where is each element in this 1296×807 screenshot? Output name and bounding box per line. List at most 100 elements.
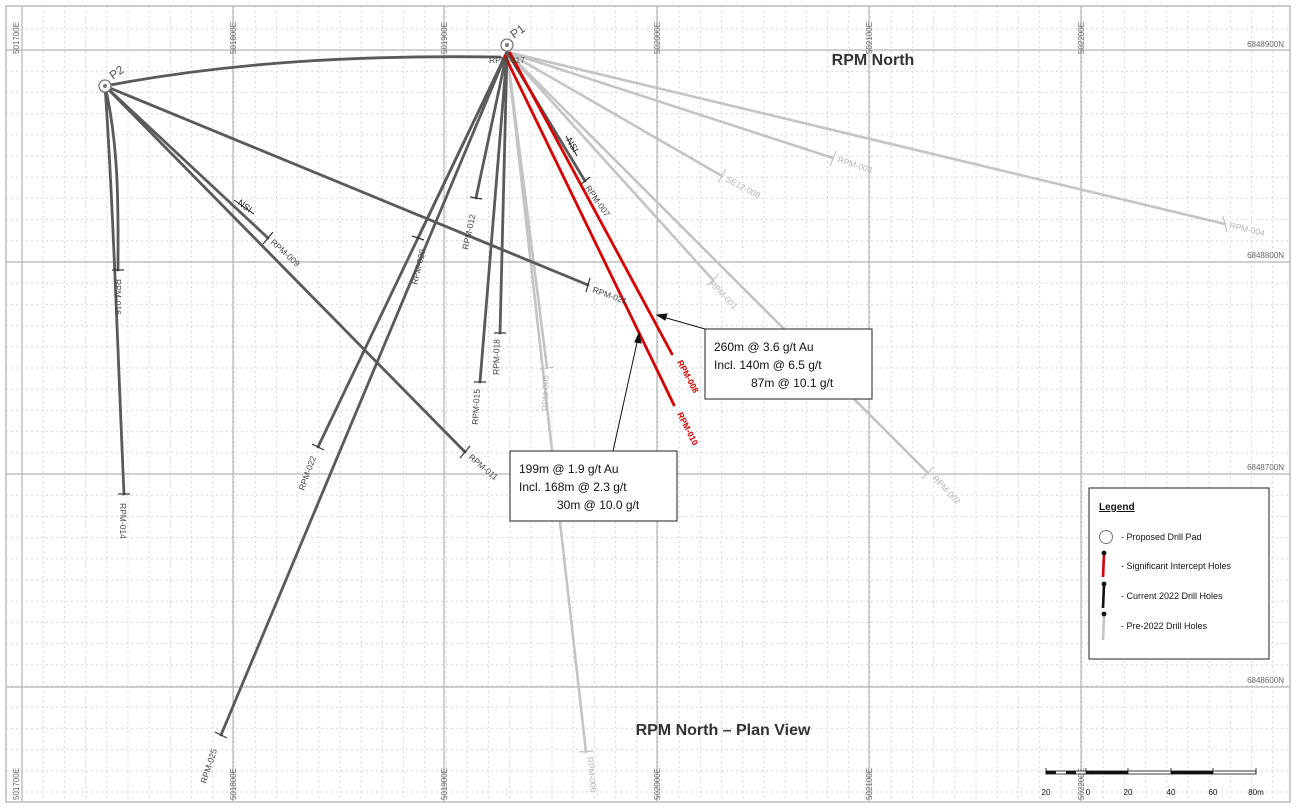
easting-label-top: 501800E xyxy=(229,22,238,54)
legend-pad-icon xyxy=(1099,530,1113,544)
easting-label-top: 501900E xyxy=(440,22,449,54)
legend-item-text: - Pre-2022 Drill Holes xyxy=(1121,621,1208,631)
scale-bar-frame xyxy=(1045,770,1257,775)
current-holes xyxy=(103,50,590,737)
hole-trace-rpm-003 xyxy=(505,50,835,160)
northing-label: 6848800N xyxy=(1247,251,1284,260)
nsi-marker-line xyxy=(565,135,578,157)
hole-trace-rpm-014 xyxy=(103,84,126,496)
northing-label: 6848900N xyxy=(1247,40,1284,49)
map-subtitle: RPM North – Plan View xyxy=(636,722,811,739)
scale-label: 20 xyxy=(1124,788,1133,797)
hole-end-tick xyxy=(411,235,425,241)
scale-label: 40 xyxy=(1167,788,1176,797)
hole-end-tick xyxy=(921,466,935,480)
easting-label-bottom: 501700E xyxy=(12,768,21,800)
hole-trace-rpm-015 xyxy=(478,50,509,384)
pre2022-hole-ticks xyxy=(539,150,1228,753)
hole-trace-rpm-006 xyxy=(505,50,588,754)
legend-item-text: - Current 2022 Drill Holes xyxy=(1121,591,1223,601)
hole-trace-rpm-012 xyxy=(474,50,509,200)
scale-label: 20 xyxy=(1042,788,1051,797)
scale-label: 0 xyxy=(1086,788,1091,797)
hole-trace-se12-008 xyxy=(505,50,724,178)
callout-box xyxy=(509,450,678,522)
hole-trace-rpm-018 xyxy=(498,50,509,335)
scale-label: 60 xyxy=(1209,788,1218,797)
callout-line: 87m @ 10.1 g/t xyxy=(751,376,834,390)
arrow-head xyxy=(634,331,642,344)
hole-label-rpm-014: RPM-014 xyxy=(118,503,128,539)
hole-end-tick xyxy=(214,731,228,739)
hole-trace-rpm-010 xyxy=(503,54,676,407)
easting-label-top: 501700E xyxy=(12,22,21,54)
nsi-marker-line xyxy=(233,199,255,215)
northing-label: 6848700N xyxy=(1247,463,1284,472)
easting-label-bottom: 502100E xyxy=(865,768,874,800)
hole-trace-rpm-021 xyxy=(103,84,590,287)
hole-label-rpm-017: RPM-017 xyxy=(489,55,525,65)
pad-center xyxy=(505,43,509,47)
legend-current-icon xyxy=(1101,584,1106,609)
hole-trace-rpm-008 xyxy=(508,51,674,356)
hole-end-tick xyxy=(829,150,837,167)
pre2022-holes xyxy=(505,50,1227,754)
legend-box xyxy=(1088,487,1270,660)
easting-label-bottom: 502200E xyxy=(1077,768,1086,800)
hole-trace-rpm-009 xyxy=(103,84,270,240)
hole-trace-rpm-025 xyxy=(219,50,509,737)
arrow-head xyxy=(655,313,668,321)
easting-label-top: 502200E xyxy=(1077,22,1086,54)
hole-end-tick xyxy=(539,366,555,370)
arrow-line xyxy=(612,337,639,452)
easting-label-bottom: 502000E xyxy=(653,768,662,800)
hole-trace-rpm-002 xyxy=(505,50,930,475)
callout-line: Incl. 168m @ 2.3 g/t xyxy=(519,480,627,494)
hole-end-tick xyxy=(469,196,483,200)
map-title: RPM North xyxy=(832,52,915,69)
hole-end-tick xyxy=(717,168,727,184)
scale-bar-segment xyxy=(1066,771,1076,774)
legend: Legend - Proposed Drill Pad - Significan… xyxy=(1088,487,1270,660)
callout-line: Incl. 140m @ 6.5 g/t xyxy=(714,358,822,372)
legend-item-text: - Significant Intercept Holes xyxy=(1121,561,1232,571)
easting-label-bottom: 501800E xyxy=(229,768,238,800)
callout-line: 260m @ 3.6 g/t Au xyxy=(714,340,814,354)
hole-trace-rpm-022 xyxy=(316,50,509,449)
hole-end-tick xyxy=(1222,215,1228,233)
hole-trace-rpm-016 xyxy=(103,84,120,272)
legend-significant-icon xyxy=(1101,553,1106,578)
hole-end-tick xyxy=(585,277,591,293)
legend-collar-dot xyxy=(1101,581,1107,587)
hole-trace-rpm-001 xyxy=(505,50,715,282)
hole-end-tick xyxy=(262,231,274,245)
hole-end-tick xyxy=(578,750,594,753)
hole-label-rpm-018: RPM-018 xyxy=(491,339,502,375)
hole-trace-rpm-017 xyxy=(103,55,502,88)
coordinate-grid xyxy=(6,6,1290,802)
scale-bar-segment xyxy=(1086,771,1128,774)
hole-label-rpm-006: RPM-006 xyxy=(585,756,599,793)
hole-label-rpm-016: RPM-016 xyxy=(113,279,123,315)
hole-trace-rpm-004 xyxy=(505,50,1227,226)
hole-label-rpm-015: RPM-015 xyxy=(470,388,482,425)
easting-label-top: 502000E xyxy=(653,22,662,54)
scale-bar: 20 0 20 40 60 80m xyxy=(1042,768,1264,797)
legend-title: Legend xyxy=(1099,502,1135,513)
callout-line: 199m @ 1.9 g/t Au xyxy=(519,462,619,476)
callout-rpm-010: 199m @ 1.9 g/t Au Incl. 168m @ 2.3 g/t 3… xyxy=(509,450,678,522)
northing-label: 6848600N xyxy=(1247,676,1284,685)
easting-label-bottom: 501900E xyxy=(440,768,449,800)
easting-label-top: 502100E xyxy=(865,22,874,54)
callout-box xyxy=(704,328,873,400)
arrow-line xyxy=(662,316,706,330)
callout-line: 30m @ 10.0 g/t xyxy=(557,498,640,512)
hole-end-tick xyxy=(311,443,325,451)
hole-end-tick xyxy=(459,445,471,459)
legend-collar-dot xyxy=(1101,611,1107,617)
hole-trace-rpm-011 xyxy=(103,84,467,454)
hole-label-rpm-005: RPM-005 xyxy=(540,375,551,411)
significant-holes xyxy=(503,51,676,407)
scale-bar-segment xyxy=(1171,771,1213,774)
